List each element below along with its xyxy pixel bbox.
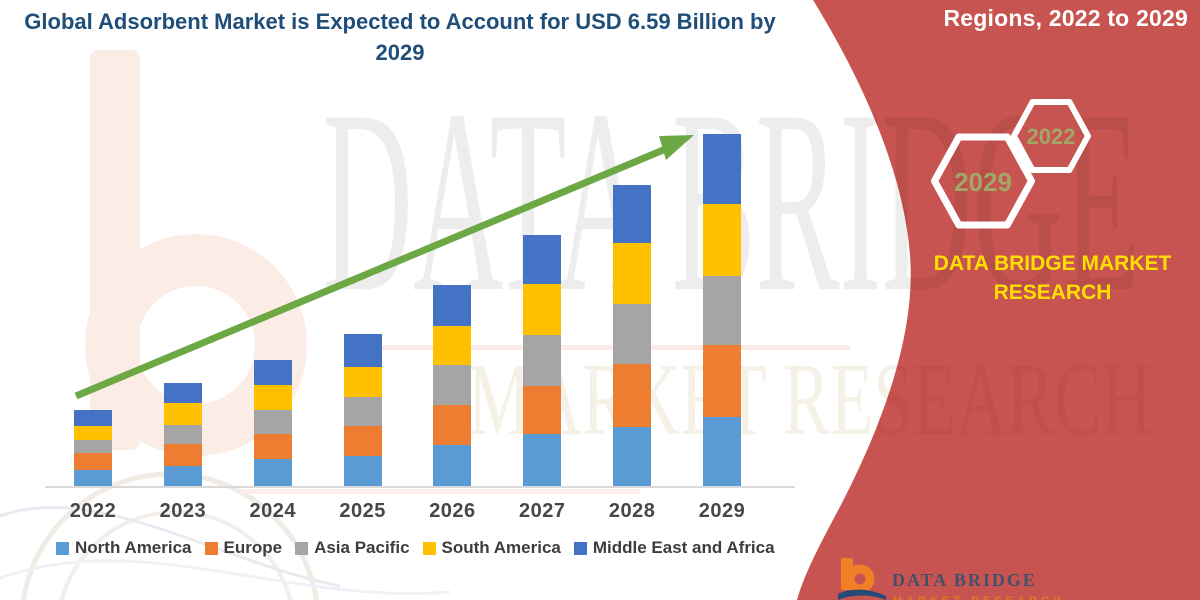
bar-segment-2024-europe [253,433,292,460]
bar-segment-2028-middle-east-and-africa [613,185,652,244]
legend-label: Europe [223,538,283,557]
bar-segment-2024-middle-east-and-africa [253,359,292,385]
bar-segment-2029-north-america [703,417,742,486]
bar-segment-2023-south-america [163,402,202,425]
bar-segment-2027-europe [523,385,562,434]
bar-segment-2027-north-america [523,433,562,486]
bar-segment-2028-north-america [613,427,652,486]
bar-segment-2026-middle-east-and-africa [433,284,472,327]
bar-2022 [74,410,112,486]
hexagon-2022-label: 2022 [1026,124,1076,149]
x-axis-line [45,486,795,488]
bar-segment-2023-europe [163,444,202,467]
bar-segment-2025-north-america [343,455,382,486]
legend-swatch [56,541,69,555]
side-panel-red-swoosh [797,0,1200,600]
bar-segment-2028-asia-pacific [613,304,652,364]
bar-2026 [433,284,472,486]
legend-item-asia-pacific: Asia Pacific [295,538,410,558]
bar-segment-2027-asia-pacific [523,335,562,386]
x-axis-label-2025: 2025 [339,500,386,522]
legend-label: North America [75,538,192,557]
bar-segment-2025-asia-pacific [343,396,382,426]
bar-segment-2022-asia-pacific [74,439,112,453]
legend-item-europe: Europe [204,538,283,558]
panel-caption: Regions, 2022 to 2029 [943,5,1188,31]
x-axis-label-2023: 2023 [159,500,207,522]
bar-segment-2023-middle-east-and-africa [163,383,202,403]
legend-swatch [204,541,218,555]
legend-label: Middle East and Africa [592,538,775,557]
bar-segment-2029-europe [703,344,742,418]
watermark-ring-inner [59,510,293,600]
legend-item-north-america: North America [56,538,192,558]
bar-segment-2029-middle-east-and-africa [703,134,742,204]
data-bridge-logo-icon [838,558,886,600]
bar-2023 [163,383,202,486]
decorative-wave-1 [0,506,341,588]
chart-title: Global Adsorbent Market is Expected to A… [24,9,776,65]
bar-segment-2026-asia-pacific [433,364,472,406]
x-axis-label-2026: 2026 [429,500,476,522]
bar-segment-2022-middle-east-and-africa [74,410,112,427]
chart-legend: North America Europe Asia Pacific South Ame… [56,538,796,558]
bar-segment-2026-south-america [433,326,472,365]
bar-segment-2022-europe [74,452,112,471]
legend-swatch [573,541,587,555]
watermark-band-lower [240,489,640,494]
brand-text: DATA BRIDGE MARKET RESEARCH [933,252,1172,304]
bar-segment-2024-north-america [253,459,292,486]
bar-2028 [613,185,652,486]
bar-2027 [523,234,562,486]
hexagon-2029-label: 2029 [954,167,1012,197]
bar-segment-2029-asia-pacific [703,276,742,345]
bar-2029 [703,134,742,486]
legend-swatch [422,541,436,555]
legend-label: South America [441,538,561,557]
bar-segment-2025-europe [343,425,382,456]
bar-segment-2026-north-america [433,445,472,486]
bar-segment-2022-south-america [74,426,112,440]
bar-segment-2022-north-america [74,470,112,486]
logo-wordmark-sub: MARKET RESEARCH [893,595,1065,600]
bar-2024 [253,359,292,486]
bar-segment-2025-south-america [343,367,382,397]
bar-segment-2028-europe [613,363,652,428]
logo-wordmark: DATA BRIDGE [892,570,1037,590]
legend-item-middle-east-and-africa: Middle East and Africa [573,538,775,558]
legend-swatch [295,541,309,555]
bar-segment-2028-south-america [613,243,652,305]
bar-segment-2026-europe [433,405,472,446]
bar-segment-2024-asia-pacific [253,409,292,434]
legend-item-south-america: South America [422,538,561,558]
legend-label: Asia Pacific [314,538,410,557]
x-axis-label-2027: 2027 [519,500,566,522]
x-axis-label-2029: 2029 [698,500,746,522]
bar-segment-2024-south-america [253,384,292,410]
bar-segment-2027-south-america [523,283,562,336]
bar-segment-2025-middle-east-and-africa [343,333,382,368]
bar-segment-2023-north-america [163,466,202,486]
bar-segment-2027-middle-east-and-africa [523,234,562,284]
bar-segment-2029-south-america [703,203,742,277]
x-axis-label-2022: 2022 [69,500,117,522]
bar-segment-2023-asia-pacific [163,424,202,445]
x-axis-label-2024: 2024 [249,500,296,522]
decorative-wave-2 [0,559,451,596]
bar-2025 [343,333,382,486]
x-axis-label-2028: 2028 [608,500,656,522]
